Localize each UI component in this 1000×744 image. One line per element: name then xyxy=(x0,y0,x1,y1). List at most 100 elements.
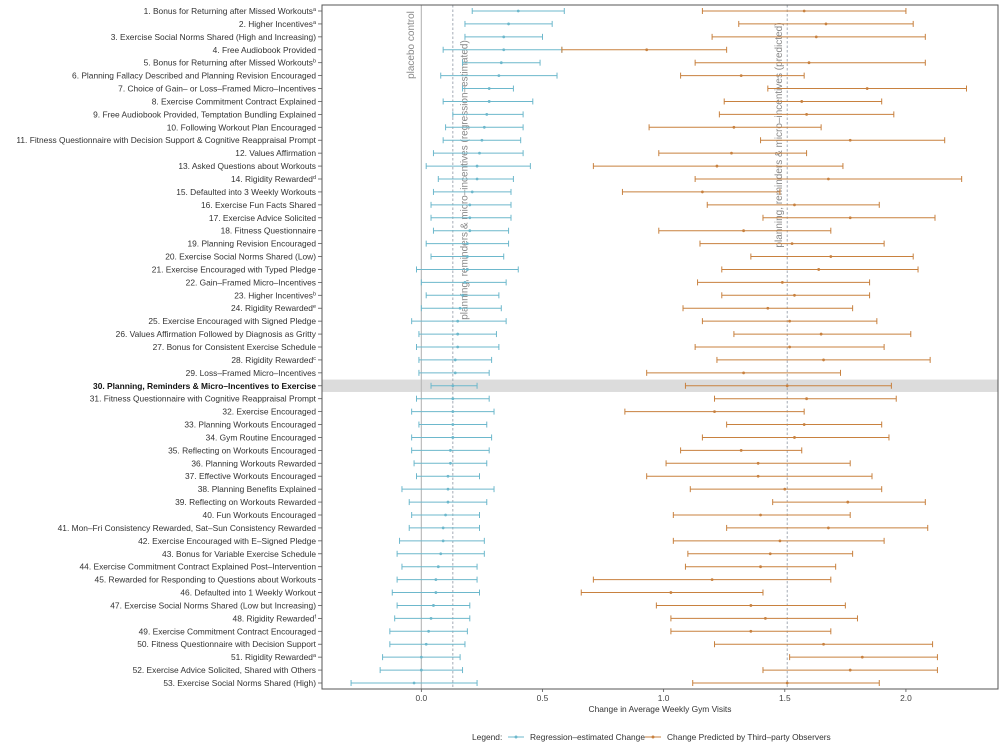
predicted-estimate xyxy=(689,486,883,493)
predicted-estimate-point xyxy=(800,100,804,103)
regression-estimate-point xyxy=(480,138,484,142)
row-label-text: 46. Defaulted into 1 Weekly Workout xyxy=(180,588,316,598)
predicted-estimate xyxy=(655,602,846,609)
regression-estimate xyxy=(430,201,512,208)
regression-estimate xyxy=(442,98,534,105)
row-label-text: 29. Loss–Framed Micro–Incentives xyxy=(186,368,316,378)
regression-estimate-point xyxy=(436,565,440,569)
predicted-estimate xyxy=(680,72,805,79)
predicted-estimate xyxy=(658,150,808,157)
predicted-estimate xyxy=(692,680,880,686)
row-label-text: 49. Exercise Commitment Contract Encoura… xyxy=(139,626,317,636)
predicted-estimate-point xyxy=(739,448,743,452)
predicted-estimate-point xyxy=(785,681,789,685)
row-label-text: 7. Choice of Gain– or Loss–Framed Micro–… xyxy=(118,84,316,94)
row-label-text: 51. Rigidity Rewarded xyxy=(231,652,313,662)
predicted-estimate xyxy=(760,137,946,144)
regression-estimate xyxy=(430,253,505,260)
regression-estimate xyxy=(462,59,541,66)
row-label: 4. Free Audiobook Provided xyxy=(213,45,317,55)
row-label: 20. Exercise Social Norms Shared (Low) xyxy=(165,252,316,262)
row-label: 34. Gym Routine Encouraged xyxy=(206,432,317,442)
predicted-estimate-point xyxy=(826,526,830,530)
regression-estimate-point xyxy=(449,448,452,452)
row-label: 35. Reflecting on Workouts Encouraged xyxy=(168,445,316,455)
predicted-estimate-point xyxy=(824,22,828,26)
predicted-estimate xyxy=(714,395,897,402)
regression-estimate xyxy=(396,576,478,583)
row-label-text: 1. Bonus for Returning after Missed Work… xyxy=(144,6,313,16)
row-label-superscript: b xyxy=(313,291,316,297)
row-label-text: 22. Gain–Framed Micro–Incentives xyxy=(186,277,316,287)
row-label-text: 47. Exercise Social Norms Shared (Low bu… xyxy=(110,600,316,610)
predicted-estimate-point xyxy=(768,552,772,556)
predicted-estimate xyxy=(721,266,919,273)
x-tick-label: 2.0 xyxy=(900,693,912,703)
row-label-text: 34. Gym Routine Encouraged xyxy=(206,432,317,442)
predicted-estimate xyxy=(789,654,938,661)
predicted-estimate-point xyxy=(742,371,745,375)
predicted-estimate xyxy=(658,227,832,234)
row-label: 29. Loss–Framed Micro–Incentives xyxy=(186,368,316,378)
row-label: 12. Values Affirmation xyxy=(235,148,316,158)
regression-estimate xyxy=(430,382,478,389)
row-label-text: 21. Exercise Encouraged with Typed Pledg… xyxy=(152,264,317,274)
regression-estimate xyxy=(464,20,553,27)
x-tick-label: 1.5 xyxy=(779,693,791,703)
predicted-estimate-point xyxy=(739,74,743,78)
predicted-estimate-point xyxy=(759,513,762,517)
row-label-text: 37. Effective Workouts Encouraged xyxy=(185,471,316,481)
row-label: 24. Rigidity Rewardede xyxy=(231,303,316,313)
regression-estimate-point xyxy=(441,526,445,530)
row-label-superscript: b xyxy=(313,59,316,65)
predicted-estimate xyxy=(694,176,963,182)
row-label: 48. Rigidity Rewardedf xyxy=(233,613,317,623)
row-label: 16. Exercise Fun Facts Shared xyxy=(201,200,316,210)
predicted-estimate xyxy=(716,356,931,363)
regression-estimate xyxy=(408,499,488,506)
legend-title: Legend: xyxy=(472,732,502,742)
legend-swatch-point xyxy=(651,735,655,739)
row-label: 40. Fun Workouts Encouraged xyxy=(203,510,317,520)
regression-estimate-point xyxy=(432,604,435,607)
predicted-estimate-point xyxy=(829,255,833,258)
regression-estimate xyxy=(411,447,490,454)
row-label: 28. Rigidity Rewardedc xyxy=(231,355,316,365)
predicted-estimate xyxy=(723,98,883,105)
row-label: 43. Bonus for Variable Exercise Schedule xyxy=(162,549,316,559)
predicted-estimate-point xyxy=(749,604,753,607)
predicted-estimate xyxy=(592,576,832,583)
predicted-estimate-point xyxy=(749,629,753,633)
predicted-estimate xyxy=(646,473,873,480)
row-label: 18. Fitness Questionnaire xyxy=(221,226,317,236)
predicted-estimate-point xyxy=(710,578,714,582)
regression-estimate xyxy=(394,615,471,622)
row-label-text: 10. Following Workout Plan Encouraged xyxy=(167,122,317,132)
predicted-estimate xyxy=(762,214,936,221)
predicted-estimate xyxy=(738,20,914,27)
row-label: 6. Planning Fallacy Described and Planni… xyxy=(72,71,316,81)
regression-estimate xyxy=(389,628,468,635)
predicted-estimate-point xyxy=(730,151,733,155)
regression-estimate-point xyxy=(427,629,431,633)
regression-estimate-point xyxy=(502,35,506,39)
row-label: 19. Planning Revision Encouraged xyxy=(187,239,316,249)
row-label: 26. Values Affirmation Followed by Diagn… xyxy=(116,329,317,339)
regression-estimate-point xyxy=(465,268,469,271)
regression-estimate xyxy=(418,331,497,338)
predicted-estimate-point xyxy=(802,9,806,13)
predicted-estimate-point xyxy=(713,410,716,414)
predicted-estimate-point xyxy=(785,384,789,388)
predicted-estimate xyxy=(670,628,832,635)
predicted-estimate-point xyxy=(826,177,830,181)
row-label-text: 42. Exercise Encouraged with E–Signed Pl… xyxy=(138,536,316,546)
regression-estimate xyxy=(420,305,502,312)
regression-estimate-point xyxy=(449,461,452,465)
predicted-estimate-point xyxy=(814,35,818,39)
regression-estimate xyxy=(401,563,478,570)
row-label-superscript: e xyxy=(313,304,316,310)
row-labels: 1. Bonus for Returning after Missed Work… xyxy=(16,6,322,688)
regression-estimate xyxy=(452,111,524,118)
regression-estimate xyxy=(432,188,512,195)
regression-estimate-point xyxy=(412,681,416,685)
